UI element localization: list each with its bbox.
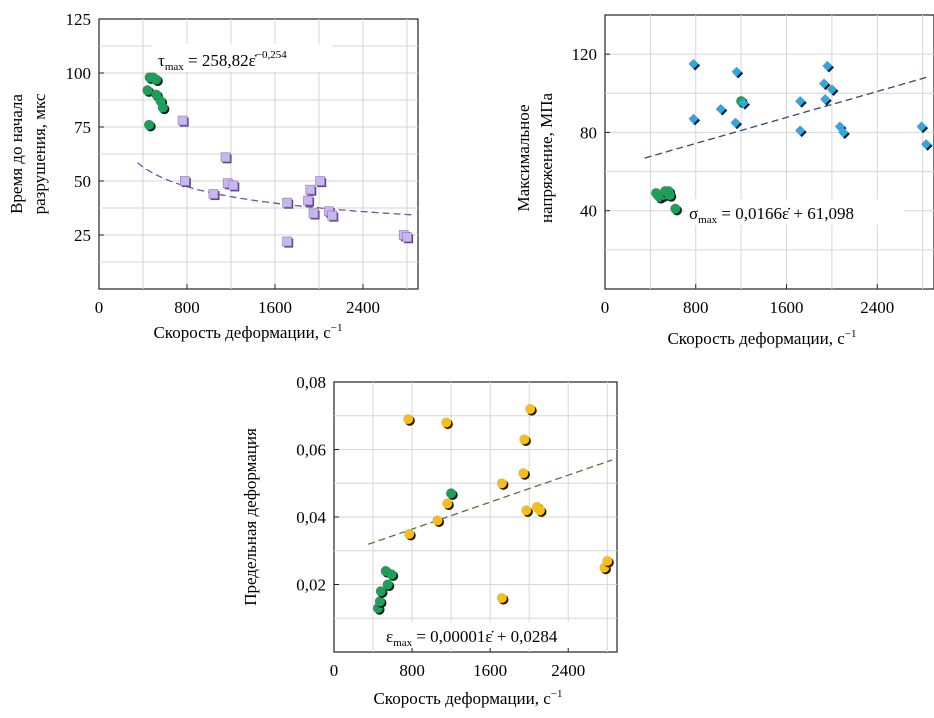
data-point bbox=[496, 593, 507, 603]
data-point bbox=[519, 434, 530, 445]
data-point bbox=[177, 115, 188, 126]
data-point bbox=[822, 60, 833, 71]
x-tick-label: 800 bbox=[174, 298, 200, 317]
chart-time-to-failure: 0 800 1600 2400 25 50 75 100 125 Время до начала… bbox=[7, 10, 419, 342]
chart-max-stress: 0 800 1600 2400 40 80 120 Максимальное напряже… bbox=[514, 14, 934, 348]
data-point bbox=[305, 184, 316, 195]
data-point bbox=[144, 119, 155, 130]
data-point bbox=[518, 468, 529, 479]
data-point bbox=[521, 505, 532, 516]
trend-line bbox=[644, 76, 929, 159]
y-axis-label-line-2: напряжение, МПа bbox=[537, 93, 556, 224]
data-point bbox=[142, 85, 153, 96]
data-point bbox=[818, 78, 829, 89]
data-point bbox=[496, 478, 507, 489]
data-point bbox=[525, 404, 536, 414]
equation-box bbox=[152, 44, 332, 72]
data-point bbox=[315, 176, 325, 186]
y-axis-label-line-2: разрушения, мкс bbox=[30, 93, 49, 214]
data-point bbox=[402, 232, 412, 242]
data-point bbox=[208, 189, 219, 199]
data-point bbox=[602, 555, 613, 566]
data-point bbox=[403, 414, 414, 425]
data-point bbox=[303, 195, 313, 206]
chart-ultimate-strain: 0 800 1600 2400 0,02 0,04 0,06 0,08 Предельная … bbox=[241, 373, 618, 708]
y-axis-label-line-1: Время до начала bbox=[7, 94, 26, 214]
plot-area bbox=[604, 14, 934, 290]
data-point bbox=[375, 586, 386, 597]
data-point bbox=[820, 94, 831, 105]
data-point bbox=[282, 197, 292, 208]
data-point bbox=[327, 210, 338, 221]
data-point bbox=[404, 528, 415, 539]
data-point bbox=[688, 113, 699, 124]
data-point bbox=[386, 569, 397, 580]
equation-box bbox=[383, 622, 601, 648]
x-tick-label: 1600 bbox=[770, 298, 804, 317]
data-point bbox=[738, 98, 749, 109]
data-point bbox=[382, 579, 393, 590]
x-axis-label: Скорость деформации, с−1 bbox=[373, 688, 562, 708]
x-tick-label: 1600 bbox=[258, 298, 292, 317]
trend-line bbox=[137, 162, 414, 216]
data-point bbox=[916, 121, 927, 132]
data-point bbox=[838, 127, 849, 138]
x-tick-label: 2400 bbox=[346, 298, 380, 317]
data-point bbox=[670, 203, 681, 214]
data-point bbox=[826, 84, 837, 95]
data-point bbox=[446, 488, 457, 499]
y-axis-label-line-1: Максимальное bbox=[514, 104, 533, 211]
data-point bbox=[534, 505, 545, 516]
data-point bbox=[432, 515, 443, 526]
x-tick-label: 0 bbox=[95, 298, 104, 317]
data-point bbox=[795, 125, 806, 136]
data-point bbox=[308, 208, 319, 219]
y-tick-label: 0,08 bbox=[296, 373, 326, 392]
equation-label: σmax = 0,0166ε̇ + 61,098 bbox=[689, 204, 854, 226]
x-axis-label: Скорость деформации, с−1 bbox=[667, 328, 856, 348]
x-axis-label: Скорость деформации, с−1 bbox=[153, 322, 342, 342]
data-point bbox=[795, 96, 806, 107]
equation-label: τmax = 258,82ε̇−0,254 bbox=[158, 49, 287, 73]
x-tick-label: 1600 bbox=[473, 661, 507, 680]
data-point bbox=[715, 103, 726, 114]
y-tick-label: 120 bbox=[572, 45, 598, 64]
data-point bbox=[664, 190, 675, 201]
data-point bbox=[157, 102, 168, 113]
equation-box bbox=[686, 199, 904, 225]
x-tick-label: 2400 bbox=[551, 661, 585, 680]
data-point bbox=[180, 176, 190, 186]
data-point bbox=[151, 74, 162, 85]
data-point bbox=[374, 596, 385, 607]
trend-line bbox=[367, 459, 613, 545]
y-tick-label: 0,06 bbox=[296, 441, 326, 460]
equation-label: εmax = 0,00001ε̇ + 0,0284 bbox=[386, 627, 558, 649]
y-tick-label: 40 bbox=[580, 202, 597, 221]
data-point bbox=[220, 152, 231, 163]
data-point bbox=[282, 236, 292, 247]
data-point bbox=[730, 117, 741, 128]
data-point bbox=[228, 180, 238, 191]
data-point bbox=[442, 498, 453, 509]
x-tick-label: 2400 bbox=[860, 298, 894, 317]
y-tick-label: 125 bbox=[66, 10, 92, 29]
x-tick-label: 800 bbox=[683, 298, 709, 317]
x-tick-label: 0 bbox=[330, 661, 339, 680]
data-point bbox=[731, 66, 742, 77]
y-tick-label: 80 bbox=[580, 123, 597, 142]
data-point bbox=[688, 58, 699, 69]
y-tick-label: 75 bbox=[74, 118, 91, 137]
y-tick-label: 25 bbox=[74, 226, 91, 245]
y-axis-label: Предельная деформация bbox=[241, 428, 260, 606]
data-point bbox=[441, 417, 452, 428]
y-tick-label: 50 bbox=[74, 172, 91, 191]
x-tick-label: 800 bbox=[399, 661, 425, 680]
y-tick-label: 0,02 bbox=[296, 576, 326, 595]
y-tick-label: 100 bbox=[66, 64, 92, 83]
x-tick-label: 0 bbox=[601, 298, 610, 317]
data-point bbox=[921, 139, 932, 150]
y-tick-label: 0,04 bbox=[296, 508, 326, 527]
